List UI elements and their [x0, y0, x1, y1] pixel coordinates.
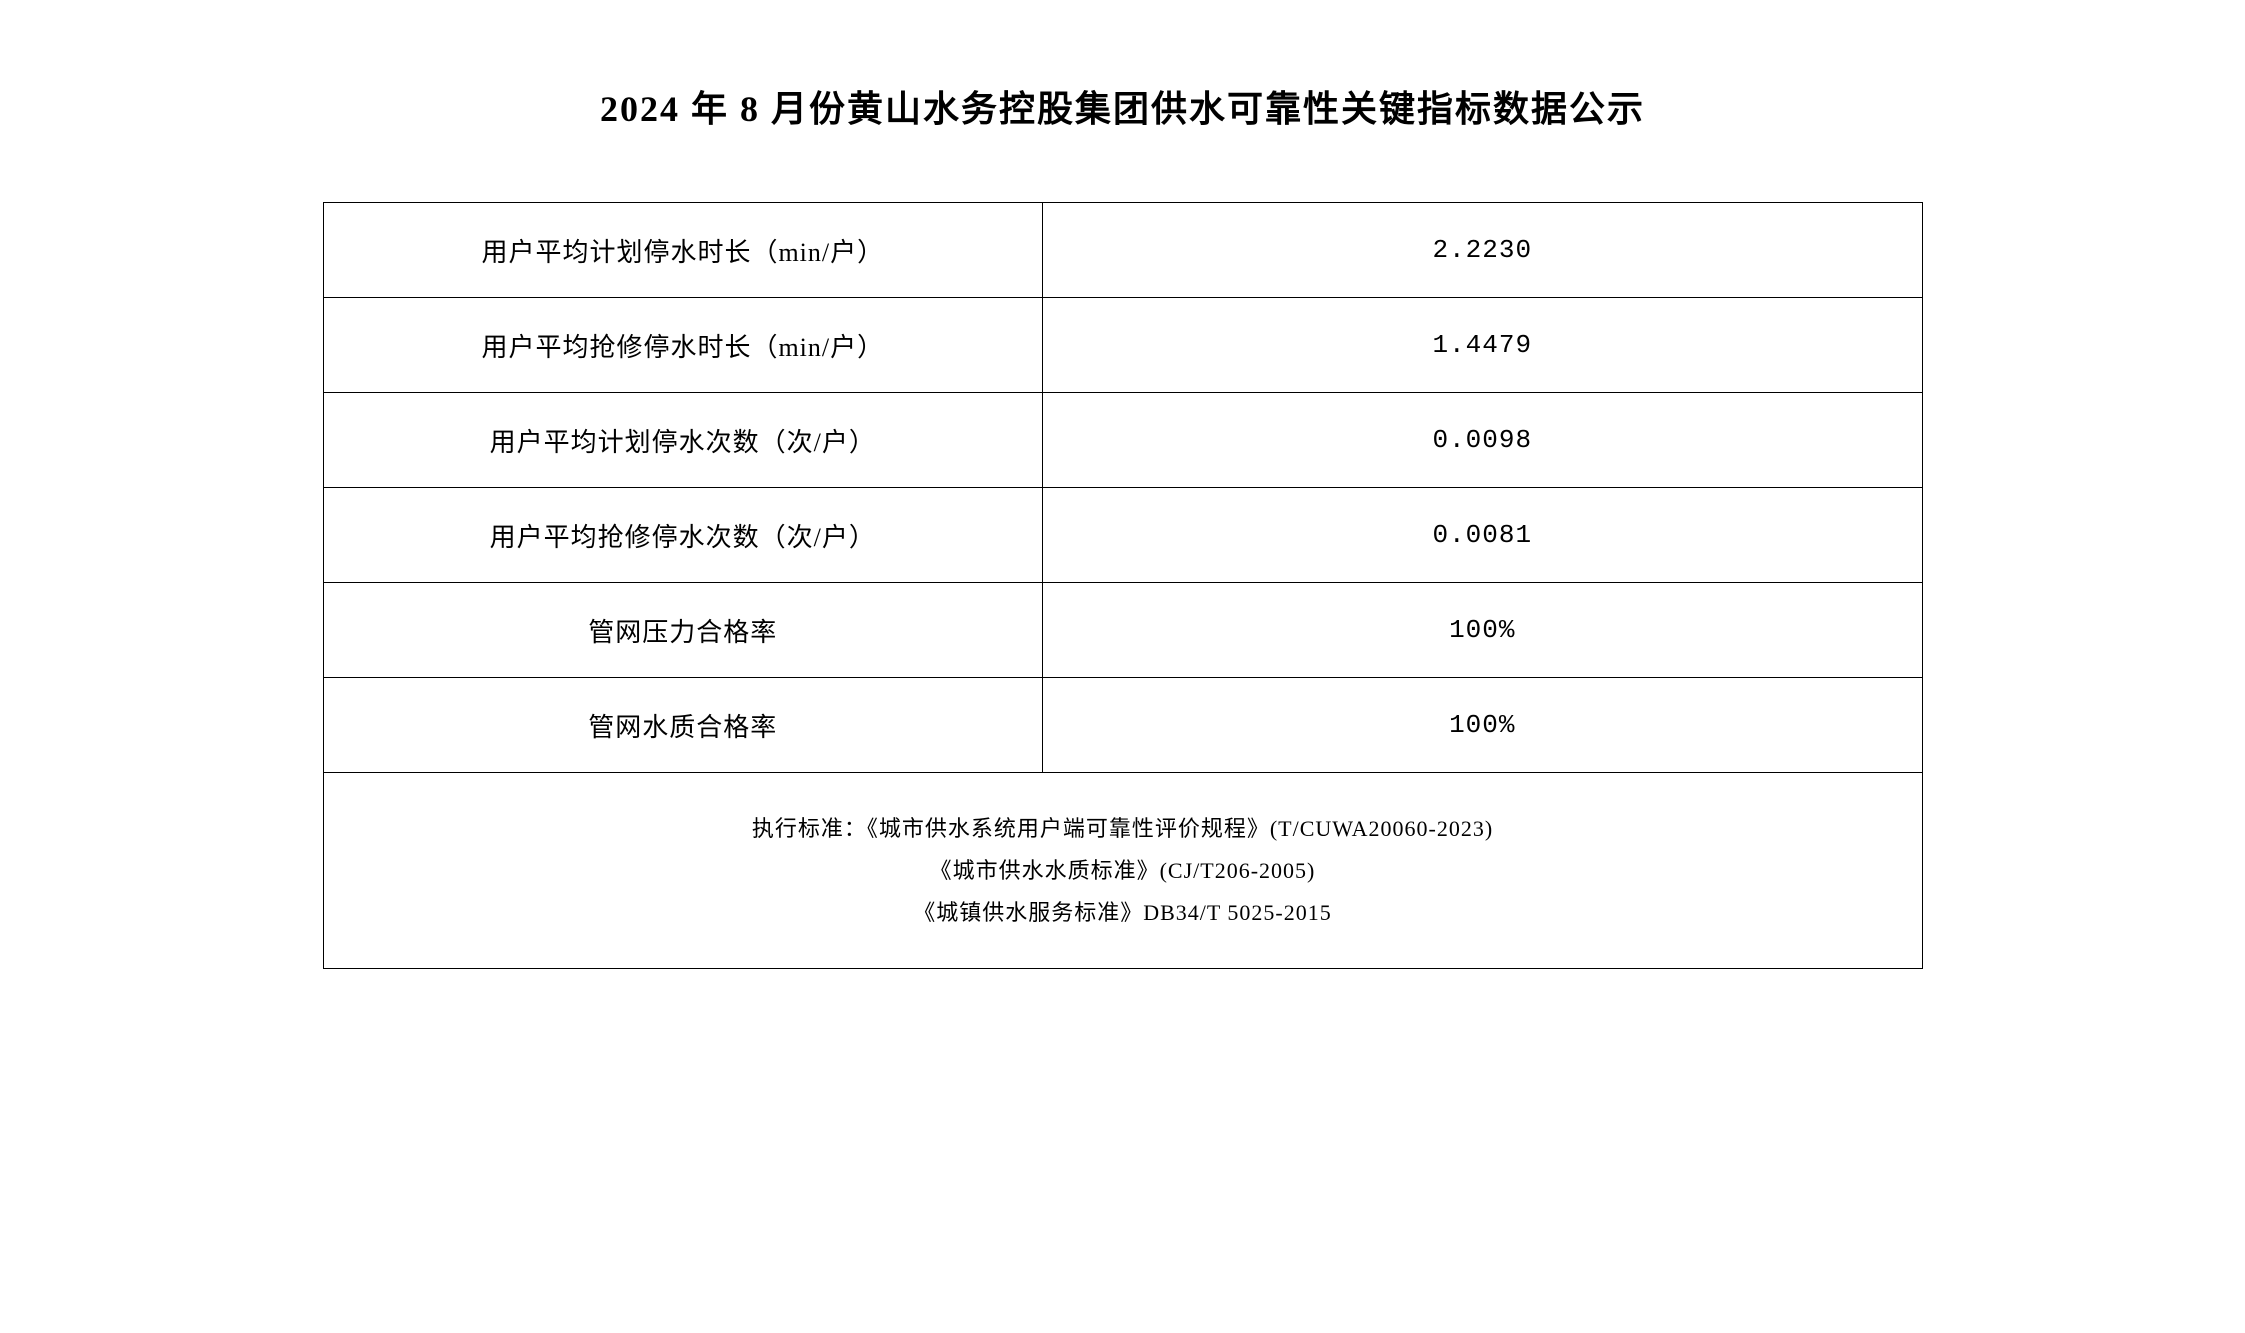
table-row: 用户平均计划停水次数（次/户） 0.0098	[323, 393, 1922, 488]
table-row: 用户平均抢修停水次数（次/户） 0.0081	[323, 488, 1922, 583]
table-row: 管网水质合格率 100%	[323, 678, 1922, 773]
standards-text: 《城市供水系统用户端可靠性评价规程》(T/CUWA20060-2023)	[867, 816, 1493, 841]
table-row: 用户平均计划停水时长（min/户） 2.2230	[323, 203, 1922, 298]
metric-label: 用户平均抢修停水时长（min/户）	[323, 298, 1043, 393]
standards-cell: 执行标准：《城市供水系统用户端可靠性评价规程》(T/CUWA20060-2023…	[323, 773, 1922, 969]
standards-prefix: 执行标准：	[752, 816, 867, 841]
metric-label: 管网压力合格率	[323, 583, 1043, 678]
metric-label: 管网水质合格率	[323, 678, 1043, 773]
document-title: 2024 年 8 月份黄山水务控股集团供水可靠性关键指标数据公示	[323, 80, 1923, 132]
standards-line-1: 执行标准：《城市供水系统用户端可靠性评价规程》(T/CUWA20060-2023…	[344, 808, 1902, 850]
metric-label: 用户平均抢修停水次数（次/户）	[323, 488, 1043, 583]
metric-value: 0.0098	[1043, 393, 1922, 488]
metric-value: 0.0081	[1043, 488, 1922, 583]
metric-label: 用户平均计划停水次数（次/户）	[323, 393, 1043, 488]
standards-row: 执行标准：《城市供水系统用户端可靠性评价规程》(T/CUWA20060-2023…	[323, 773, 1922, 969]
table-row: 用户平均抢修停水时长（min/户） 1.4479	[323, 298, 1922, 393]
metrics-table-body: 用户平均计划停水时长（min/户） 2.2230 用户平均抢修停水时长（min/…	[323, 203, 1922, 969]
document-container: 2024 年 8 月份黄山水务控股集团供水可靠性关键指标数据公示 用户平均计划停…	[323, 80, 1923, 969]
metrics-table: 用户平均计划停水时长（min/户） 2.2230 用户平均抢修停水时长（min/…	[323, 202, 1923, 969]
standards-line-3: 《城镇供水服务标准》DB34/T 5025-2015	[344, 892, 1902, 934]
metric-value: 1.4479	[1043, 298, 1922, 393]
metric-value: 100%	[1043, 678, 1922, 773]
metric-value: 100%	[1043, 583, 1922, 678]
table-row: 管网压力合格率 100%	[323, 583, 1922, 678]
standards-line-2: 《城市供水水质标准》(CJ/T206-2005)	[344, 850, 1902, 892]
metric-value: 2.2230	[1043, 203, 1922, 298]
metric-label: 用户平均计划停水时长（min/户）	[323, 203, 1043, 298]
